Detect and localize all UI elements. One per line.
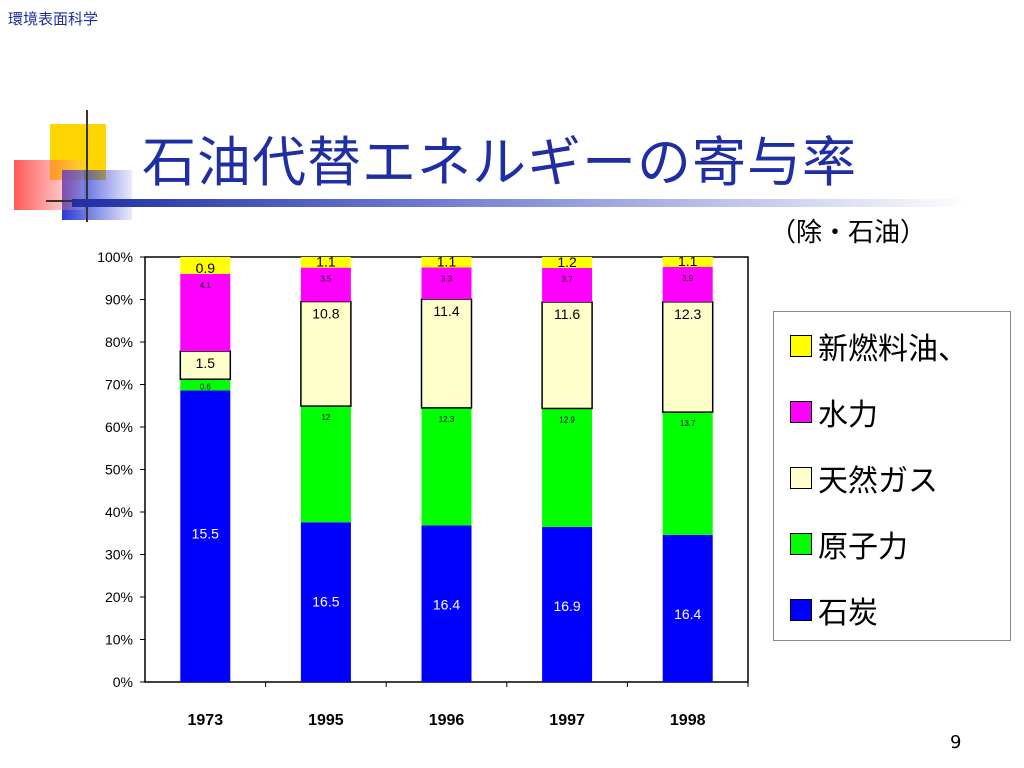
deco-vertical-line (86, 110, 88, 222)
bar-value-label: 11.4 (433, 303, 459, 319)
bar-segment (661, 301, 714, 413)
bar-value-label: 10.8 (312, 306, 339, 322)
bar-segment (662, 534, 713, 682)
bar-segment (541, 301, 593, 410)
bar-segment (662, 266, 713, 302)
bar-value-label: 1.2 (557, 254, 577, 270)
bar-value-label: 1.1 (437, 254, 457, 270)
bar-segment (300, 267, 351, 302)
bar-value-label: 0.9 (196, 260, 216, 276)
bar-value-label: 11.6 (554, 306, 580, 322)
y-tick-label: 80% (105, 334, 133, 350)
x-tick-label: 1973 (188, 712, 224, 729)
legend-label: 天然ガス (818, 464, 938, 499)
bar-value-label: 3.9 (682, 274, 694, 283)
legend-swatch (790, 467, 812, 489)
bar-value-label: 3.5 (320, 275, 332, 284)
bar-segment (420, 298, 473, 409)
bar-value-label: 0.6 (200, 383, 212, 392)
chart-legend: 新燃料油、 水力 天然ガス 原子力 石炭 (773, 311, 1011, 641)
bar-segment (542, 408, 593, 527)
bar-value-label: 16.5 (312, 593, 339, 609)
x-tick-label: 1997 (549, 712, 585, 729)
y-tick-label: 100% (97, 249, 133, 265)
bar-segment (662, 257, 713, 267)
bar-segment (300, 406, 351, 523)
legend-item-coal: 石炭 (790, 590, 878, 631)
bar-value-label: 1.5 (196, 355, 216, 371)
legend-swatch (790, 599, 812, 621)
bar-segment (542, 268, 593, 302)
bar-segment (421, 525, 472, 682)
y-tick-label: 20% (105, 589, 133, 605)
slide-title: 石油代替エネルギーの寄与率 (142, 131, 857, 194)
header-label: 環境表面科学 (8, 10, 99, 28)
legend-label: 新燃料油、 (818, 332, 968, 367)
y-tick-label: 90% (105, 292, 133, 308)
legend-item-hydro: 水力 (790, 392, 878, 433)
bar-segment (180, 390, 231, 682)
legend-label: 原子力 (818, 530, 908, 565)
y-tick-label: 40% (105, 504, 133, 520)
legend-label: 石炭 (818, 596, 878, 631)
bar-value-label: 3.7 (562, 275, 574, 284)
bar-value-label: 12.3 (674, 306, 701, 322)
title-underline (72, 199, 972, 207)
bar-segment (300, 257, 351, 268)
bar-value-label: 13.7 (680, 419, 696, 428)
legend-item-new-fuel: 新燃料油、 (790, 326, 968, 367)
legend-swatch (790, 335, 812, 357)
bar-value-label: 15.5 (192, 526, 219, 542)
bars: 15.5 0.6 1.5 4.1 0.9 16.5 12 10.8 3.5 1.1 16.4 12.3… (179, 253, 714, 682)
slide-subtitle: （除・石油） (770, 218, 927, 248)
legend-swatch (790, 401, 812, 423)
bar-segment (662, 412, 713, 535)
page-number: 9 (950, 732, 962, 753)
bar-segment (180, 257, 231, 274)
y-tick-label: 60% (105, 419, 133, 435)
legend-item-natural-gas: 天然ガス (790, 458, 938, 499)
bar-segment (421, 407, 472, 526)
bar-segment (180, 379, 231, 391)
bar-segment (421, 267, 472, 300)
bar-segment (421, 257, 472, 268)
y-tick-label: 0% (113, 674, 133, 690)
bar-value-label: 1.1 (316, 254, 336, 270)
y-tick-label: 70% (105, 377, 133, 393)
y-tick-label: 30% (105, 547, 133, 563)
x-axis: 1973 1995 1996 1997 1998 (188, 682, 749, 729)
bar-segment (300, 522, 351, 682)
y-tick-label: 50% (105, 462, 133, 478)
bar-value-label: 3.3 (441, 275, 453, 284)
y-axis: 0% 10% 20% 30% 40% 50% 60% 70% 80% 90% 100% (97, 249, 749, 690)
bar-segment (300, 300, 352, 407)
bar-value-label: 16.4 (433, 596, 460, 612)
bar-value-label: 12 (321, 413, 330, 422)
legend-swatch (790, 533, 812, 555)
bar-value-label: 16.9 (553, 598, 580, 614)
bar-value-label: 4.1 (200, 281, 212, 290)
bar-value-label: 1.1 (678, 253, 698, 269)
x-tick-label: 1996 (429, 712, 465, 729)
x-tick-label: 1998 (670, 712, 706, 729)
y-tick-label: 10% (105, 632, 133, 648)
bar-value-label: 12.9 (559, 415, 575, 424)
bar-segment (180, 273, 231, 352)
bar-value-label: 12.3 (439, 415, 455, 424)
legend-item-nuclear: 原子力 (790, 524, 908, 565)
legend-label: 水力 (818, 398, 878, 433)
x-tick-label: 1995 (308, 712, 344, 729)
bar-segment (542, 257, 593, 269)
bar-segment (542, 526, 593, 682)
bar-value-label: 16.4 (674, 606, 701, 622)
